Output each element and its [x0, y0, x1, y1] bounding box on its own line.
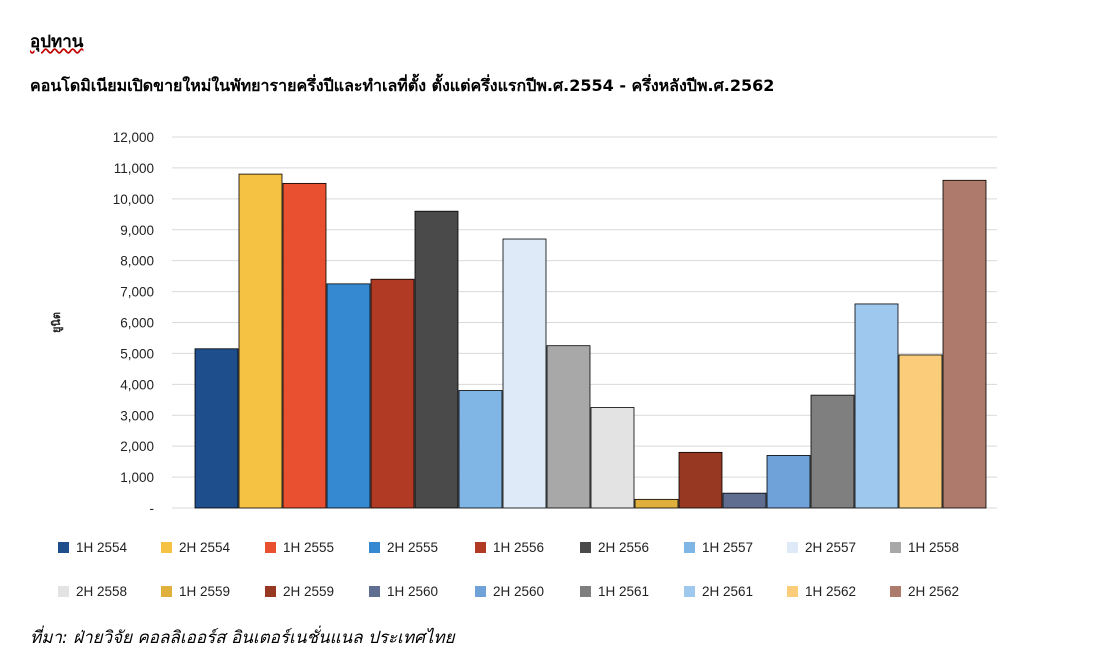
- legend-swatch: [58, 586, 69, 597]
- y-tick-label: 10,000: [113, 192, 154, 207]
- y-tick-label: 3,000: [120, 408, 154, 423]
- legend-label: 2H 2557: [805, 540, 856, 555]
- bar: [634, 498, 679, 509]
- y-tick-label: 8,000: [120, 254, 154, 269]
- y-tick-label: 11,000: [114, 161, 154, 176]
- bar: [282, 182, 327, 509]
- legend-label: 1H 2557: [702, 540, 753, 555]
- legend-swatch: [369, 586, 380, 597]
- chart-title: คอนโดมิเนียมเปิดขายใหม่ในพัทยารายครึ่งปี…: [30, 76, 775, 95]
- legend-swatch: [58, 542, 69, 553]
- legend-swatch: [265, 586, 276, 597]
- legend-label: 1H 2556: [493, 540, 544, 555]
- legend-swatch: [475, 586, 486, 597]
- y-tick-label: 12,000: [113, 130, 154, 145]
- legend-swatch: [580, 542, 591, 553]
- y-tick-label: 4,000: [120, 377, 154, 392]
- legend-swatch: [580, 586, 591, 597]
- bar: [898, 354, 943, 509]
- legend-label: 1H 2554: [76, 540, 128, 555]
- legend-label: 2H 2561: [702, 584, 753, 599]
- legend-swatch: [475, 542, 486, 553]
- bar: [238, 173, 283, 509]
- bar: [546, 345, 591, 509]
- section-heading: อุปทาน: [30, 32, 84, 52]
- legend-swatch: [787, 586, 798, 597]
- legend-swatch: [890, 586, 901, 597]
- bar: [194, 348, 239, 509]
- legend-label: 1H 2560: [387, 584, 438, 599]
- legend-swatch: [684, 542, 695, 553]
- bar: [326, 283, 371, 509]
- bar: [678, 451, 723, 509]
- legend-swatch: [161, 542, 172, 553]
- bar: [458, 390, 503, 509]
- bar: [590, 407, 635, 509]
- legend-label: 2H 2562: [908, 584, 959, 599]
- legend-label: 2H 2556: [598, 540, 649, 555]
- legend-label: 2H 2558: [76, 584, 127, 599]
- bar: [502, 238, 547, 509]
- legend-swatch: [787, 542, 798, 553]
- legend-label: 1H 2555: [283, 540, 334, 555]
- legend-label: 1H 2561: [598, 584, 649, 599]
- legend-label: 1H 2562: [805, 584, 856, 599]
- legend-label: 1H 2559: [179, 584, 230, 599]
- bar: [810, 394, 855, 509]
- legend-swatch: [265, 542, 276, 553]
- legend-swatch: [369, 542, 380, 553]
- legend-label: 1H 2558: [908, 540, 959, 555]
- y-tick-label: 1,000: [120, 470, 154, 485]
- legend-label: 2H 2560: [493, 584, 544, 599]
- y-tick-label: 7,000: [120, 285, 154, 300]
- source-note: ที่มา: ฝ่ายวิจัย คอลลิเออร์ส อินเตอร์เนช…: [30, 628, 455, 648]
- bar: [854, 303, 899, 509]
- legend-swatch: [890, 542, 901, 553]
- y-tick-label: 6,000: [120, 316, 154, 331]
- bar: [942, 179, 987, 509]
- y-tick-label: 9,000: [120, 223, 154, 238]
- y-tick-label: 5,000: [120, 346, 154, 361]
- y-tick-label: -: [150, 501, 155, 516]
- condominium-supply-bar-chart: - 1,000 2,000 3,000 4,000 5,000 6,000 7,000 8,00…: [50, 130, 997, 599]
- legend-swatch: [684, 586, 695, 597]
- y-axis-label: ยูนิต: [50, 312, 64, 333]
- legend-label: 2H 2559: [283, 584, 334, 599]
- y-tick-label: 2,000: [120, 439, 154, 454]
- legend-label: 2H 2555: [387, 540, 438, 555]
- bar: [414, 210, 459, 509]
- bar: [370, 278, 415, 509]
- legend-swatch: [161, 586, 172, 597]
- legend-label: 2H 2554: [179, 540, 231, 555]
- bar: [766, 455, 811, 509]
- bar: [722, 492, 767, 509]
